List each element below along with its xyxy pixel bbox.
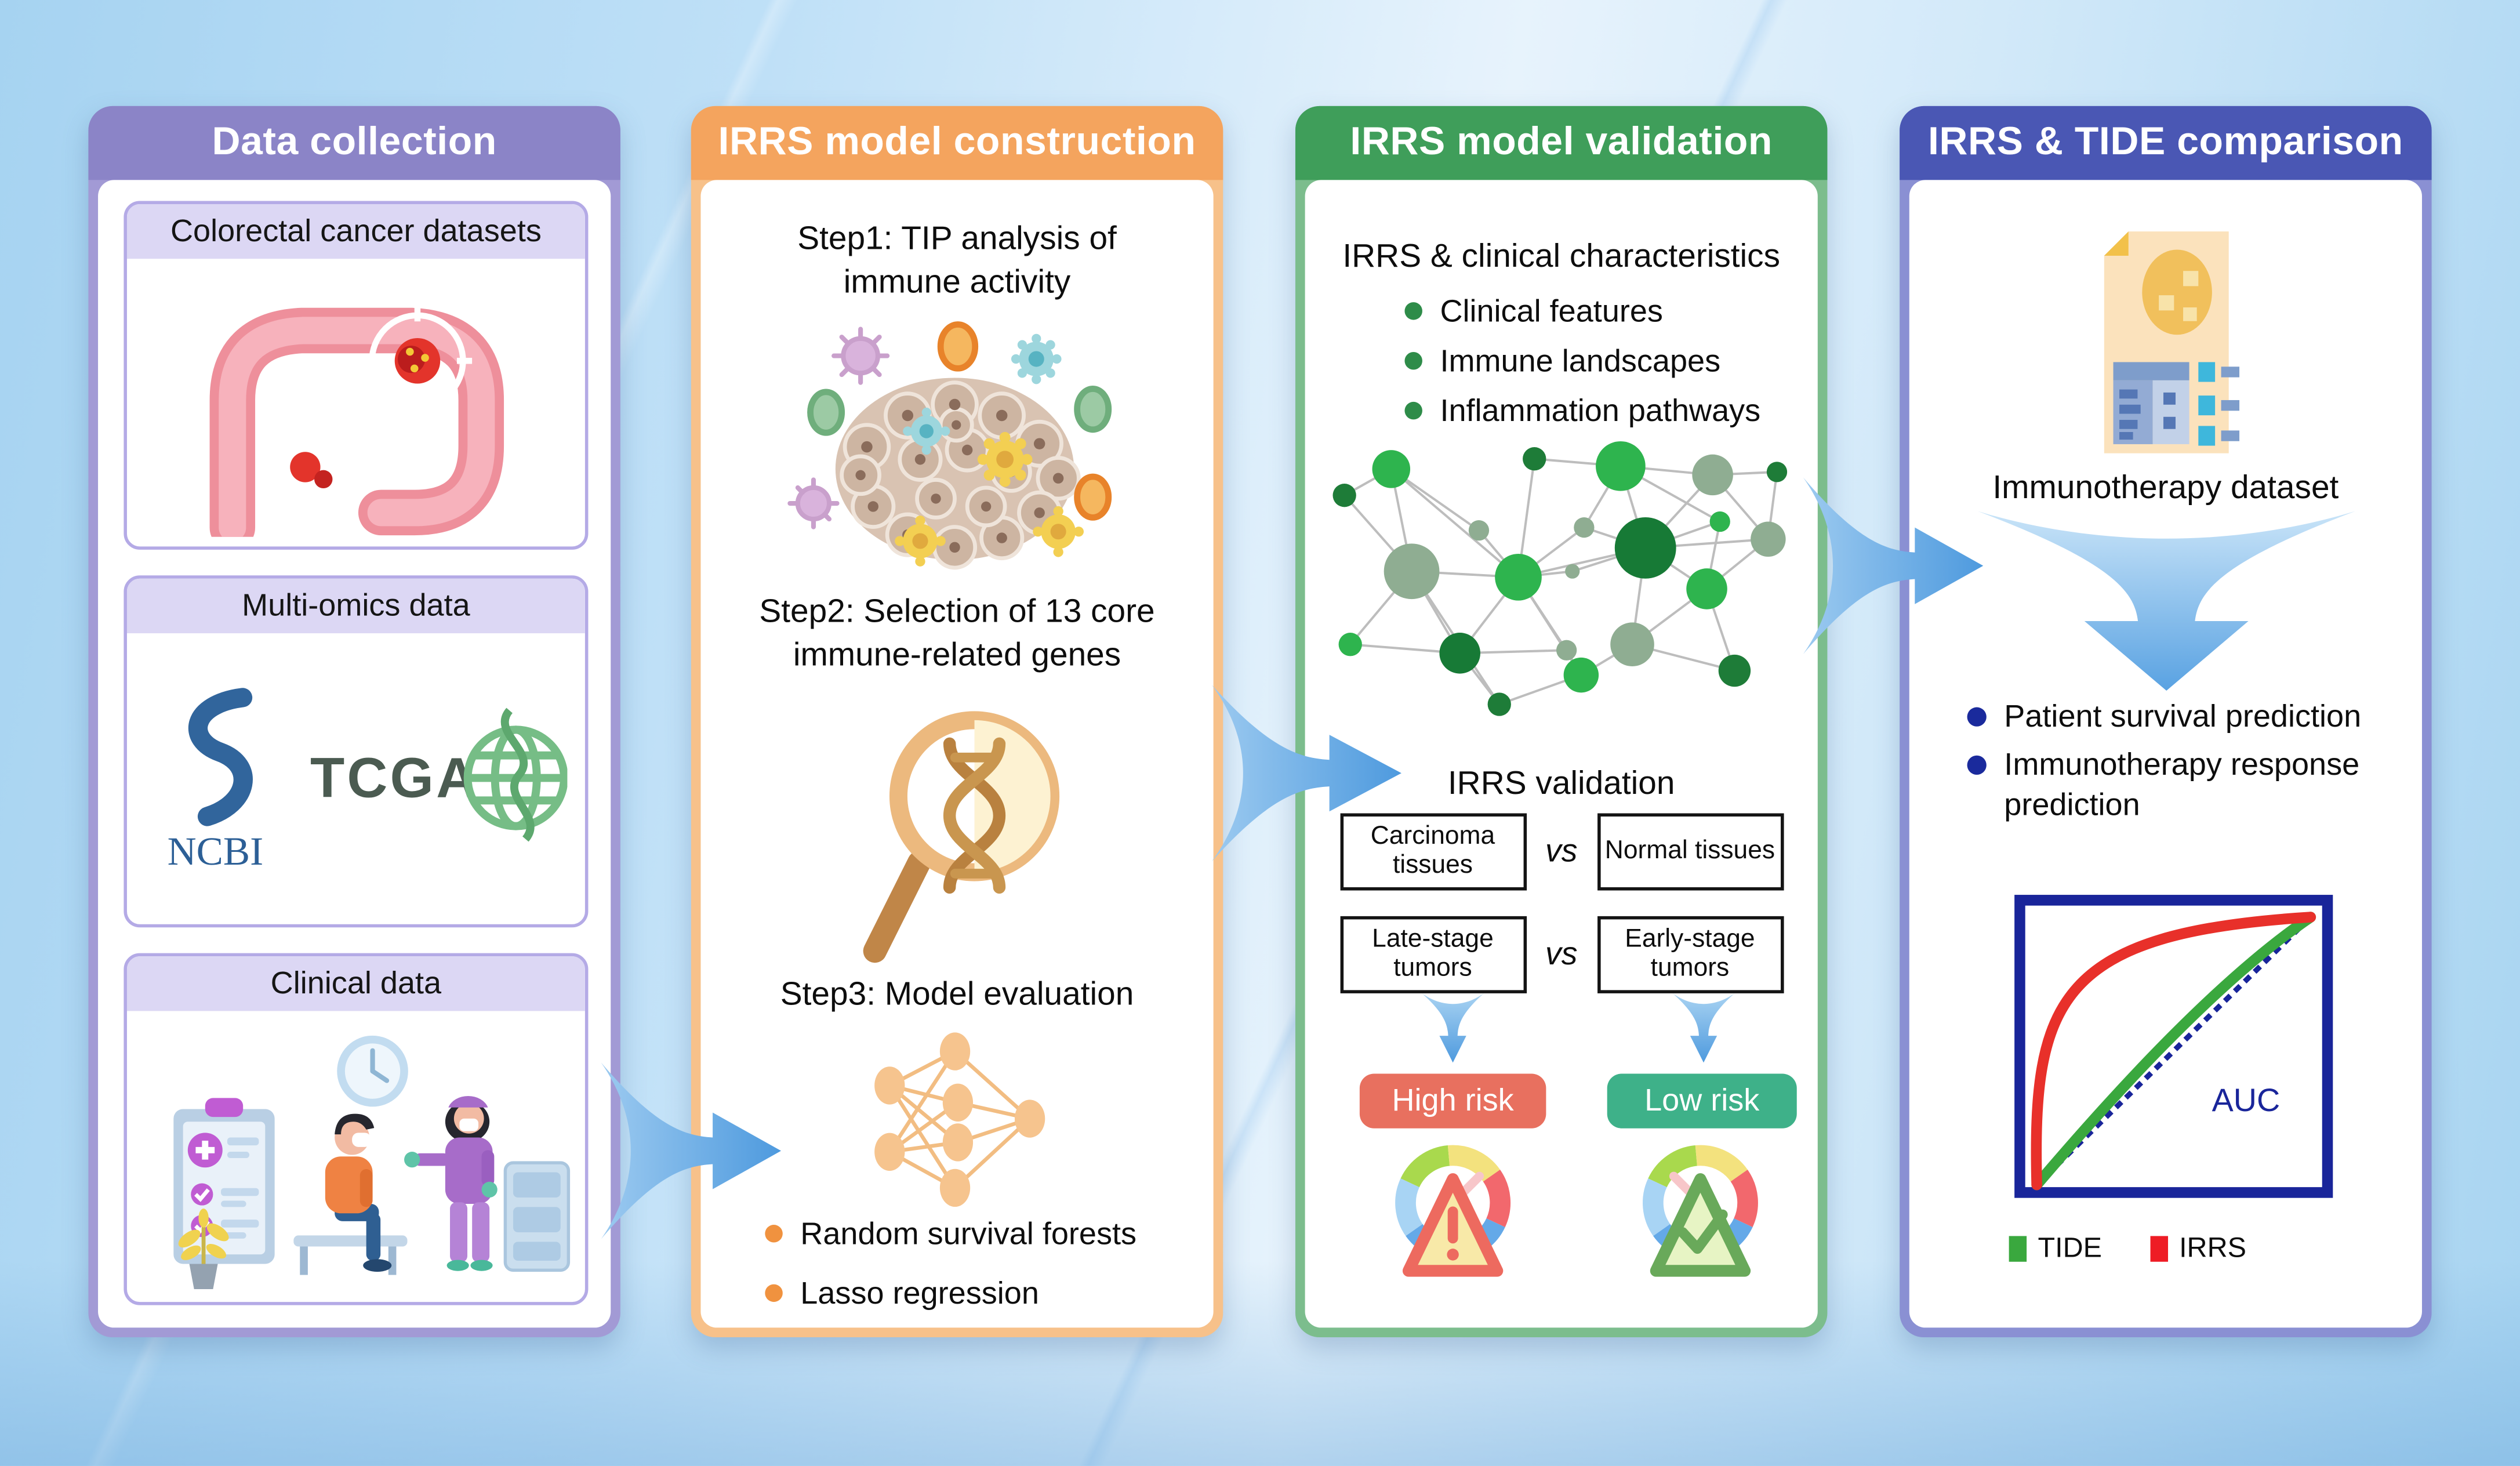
late-stage-box: Late-stage tumors bbox=[1339, 916, 1526, 993]
panel-body: Step1: TIP analysis of immune activity bbox=[700, 180, 1214, 1328]
neural-network-icon bbox=[873, 1032, 1044, 1207]
ncbi-label: NCBI bbox=[166, 828, 263, 873]
yellow-cell-icon bbox=[976, 431, 1032, 487]
panel-title-text: Data collection bbox=[212, 120, 497, 164]
down-arrow-icon bbox=[1422, 993, 1484, 1063]
card-colorectal-datasets: Colorectal cancer datasets bbox=[124, 201, 589, 550]
immunotherapy-document-icon bbox=[2103, 231, 2239, 453]
big-down-arrow-icon bbox=[1977, 511, 2355, 691]
tumor-immune-illustration bbox=[786, 321, 1111, 570]
validation-bullet-immune: Immune landscapes bbox=[1404, 342, 1720, 383]
diagonal-reference-line bbox=[2035, 915, 2313, 1187]
high-risk-badge: High risk bbox=[1359, 1073, 1546, 1128]
panel-body: IRRS & clinical characteristics Clinical… bbox=[1305, 180, 1818, 1328]
green-cell-icon bbox=[806, 389, 844, 436]
validation-bullet-inflammation: Inflammation pathways bbox=[1404, 392, 1760, 433]
irrs-validation-label: IRRS validation bbox=[1447, 765, 1675, 803]
bullet-dot-icon bbox=[1967, 707, 1987, 727]
panel-body: Colorectal cancer datasets bbox=[98, 180, 611, 1328]
roc-auc-chart: AUC bbox=[2014, 895, 2333, 1198]
plant-icon bbox=[177, 1207, 228, 1289]
clinic-illustration bbox=[172, 1035, 569, 1289]
card-clinical-data: Clinical data bbox=[124, 953, 589, 1305]
normal-box: Normal tissues bbox=[1596, 813, 1784, 891]
panel-title-text: IRRS & TIDE comparison bbox=[1928, 120, 2403, 164]
comparison-bullet-survival: Patient survival prediction bbox=[1967, 698, 2382, 738]
panel-title: Data collection bbox=[88, 106, 620, 180]
carcinoma-box: Carcinoma tissues bbox=[1339, 813, 1526, 891]
bullet-dot-icon bbox=[1404, 352, 1422, 370]
tcga-logo: TCGA bbox=[310, 707, 567, 841]
irrs-roc-curve bbox=[2031, 912, 2316, 1191]
card-title: Multi-omics data bbox=[126, 578, 585, 634]
low-risk-gauge-icon bbox=[1643, 1145, 1758, 1277]
magnifier-dna-icon bbox=[862, 711, 1059, 963]
card-title: Colorectal cancer datasets bbox=[126, 204, 585, 259]
low-risk-badge: Low risk bbox=[1607, 1073, 1797, 1128]
down-arrow-icon bbox=[1672, 993, 1735, 1063]
vs-label: vs bbox=[1545, 936, 1578, 972]
flow-arrow-construction-to-validation bbox=[1211, 684, 1401, 862]
panel-title-text: IRRS model validation bbox=[1350, 120, 1773, 164]
check-triangle-icon bbox=[1650, 1173, 1751, 1277]
ncbi-logo: NCBI bbox=[166, 687, 263, 873]
construction-bullet-lasso: Lasso regression bbox=[765, 1275, 1039, 1315]
tide-swatch-icon bbox=[2009, 1235, 2027, 1261]
panel-body: Immunotherapy dataset Patient survival p… bbox=[1909, 180, 2422, 1328]
bullet-dot-icon bbox=[765, 1284, 783, 1302]
panel-irrs-construction: IRRS model construction Step1: TIP analy… bbox=[691, 106, 1223, 1338]
panel-title: IRRS model validation bbox=[1295, 106, 1828, 180]
patient-figure bbox=[324, 1113, 391, 1271]
construction-bullet-rsf: Random survival forests bbox=[765, 1215, 1136, 1255]
step3-label: Step3: Model evaluation bbox=[780, 975, 1134, 1013]
step2-label: Step2: Selection of 13 core immune-relat… bbox=[759, 593, 1155, 673]
panel-title: IRRS & TIDE comparison bbox=[1900, 106, 2432, 180]
gene-network-graph bbox=[1332, 441, 1786, 716]
nurse-figure bbox=[403, 1095, 497, 1271]
panel-data-collection: Data collection Colorectal cancer datase… bbox=[88, 106, 620, 1338]
bullet-dot-icon bbox=[765, 1225, 783, 1243]
flow-arrow-validation-to-comparison bbox=[1803, 477, 1984, 654]
validation-bullet-clinical: Clinical features bbox=[1404, 292, 1663, 333]
bullet-dot-icon bbox=[1404, 401, 1422, 420]
panel-title: IRRS model construction bbox=[691, 106, 1223, 180]
comparison-bullet-response: Immunotherapy response prediction bbox=[1967, 746, 2369, 827]
immunotherapy-dataset-label: Immunotherapy dataset bbox=[1992, 469, 2339, 507]
bench-icon bbox=[292, 1235, 407, 1246]
comparison-row-tissues: Carcinoma tissues vs Normal tissues bbox=[1305, 813, 1818, 891]
irrs-swatch-icon bbox=[2150, 1235, 2168, 1261]
teal-cell-icon bbox=[1010, 333, 1061, 384]
immune-cells-icons bbox=[786, 321, 1111, 567]
colon-illustration bbox=[209, 305, 503, 536]
step1-label: Step1: TIP analysis of immune activity bbox=[797, 220, 1117, 300]
early-stage-box: Early-stage tumors bbox=[1596, 916, 1784, 993]
clinical-characteristics-label: IRRS & clinical characteristics bbox=[1342, 238, 1781, 275]
card-title: Clinical data bbox=[126, 956, 585, 1011]
tumor-spot-icon bbox=[289, 451, 320, 482]
vs-label: vs bbox=[1545, 833, 1578, 869]
panel-title-text: IRRS model construction bbox=[718, 120, 1196, 164]
card-multi-omics: Multi-omics data NCBI TCGA bbox=[124, 575, 589, 928]
comparison-row-stage: Late-stage tumors vs Early-stage tumors bbox=[1305, 916, 1818, 993]
roc-legend: TIDE IRRS bbox=[2009, 1231, 2246, 1265]
orange-cell-icon bbox=[936, 321, 978, 372]
flow-arrow-collection-to-construction bbox=[601, 1062, 782, 1239]
tide-legend-label: TIDE bbox=[2038, 1231, 2103, 1264]
tide-roc-curve bbox=[2031, 912, 2316, 1191]
panel-irrs-validation: IRRS model validation IRRS & clinical ch… bbox=[1295, 106, 1828, 1338]
auc-label: AUC bbox=[2212, 1082, 2281, 1118]
high-risk-gauge-icon bbox=[1395, 1145, 1511, 1277]
bullet-dot-icon bbox=[1404, 302, 1422, 320]
tcga-label: TCGA bbox=[310, 745, 478, 808]
irrs-legend-label: IRRS bbox=[2179, 1231, 2246, 1264]
panel-irrs-tide-comparison: IRRS & TIDE comparison bbox=[1900, 106, 2432, 1338]
tcga-globe-icon bbox=[463, 707, 567, 841]
bullet-dot-icon bbox=[1967, 755, 1987, 775]
